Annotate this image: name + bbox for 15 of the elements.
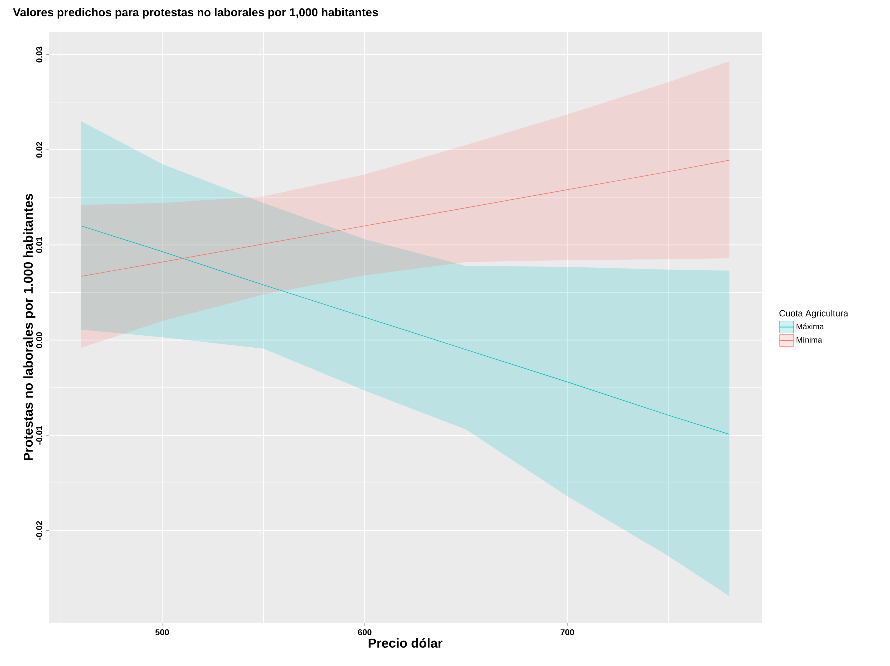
x-axis-title: Precio dólar <box>368 638 443 648</box>
line-series <box>81 226 730 435</box>
y-tick-label: -0.02 <box>36 521 42 540</box>
x-tick-label: 600 <box>358 630 372 636</box>
y-tick-label: 0.03 <box>36 46 42 63</box>
x-tick-label: 500 <box>156 630 170 636</box>
y-axis-title: Protestas no laborales por 1.000 habitantes <box>24 194 36 461</box>
legend-title: Cuota Agricultura <box>780 310 848 318</box>
y-tick-label: 0.00 <box>36 332 42 348</box>
y-tick-label: 0.02 <box>36 142 42 158</box>
line-series <box>81 160 730 277</box>
y-tick-label: -0.01 <box>36 426 42 445</box>
chart-title: Valores predichos para protestas no laborales por 1,000 habitantes <box>13 8 378 19</box>
x-tick-label: 700 <box>560 630 574 636</box>
y-tick-label: 0.01 <box>36 237 42 254</box>
